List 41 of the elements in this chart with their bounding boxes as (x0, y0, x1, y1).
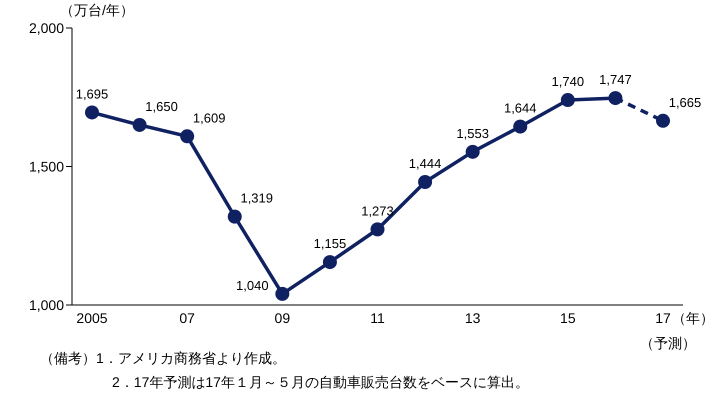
x-tick-label: 07 (179, 310, 196, 326)
x-tick-label: 11 (370, 310, 385, 326)
x-axis-title: （年） (672, 310, 713, 328)
x-tick-label: 17 (655, 310, 671, 326)
data-label: 1,273 (361, 203, 394, 218)
data-label: 1,747 (599, 72, 632, 88)
data-label: 1,695 (76, 86, 108, 102)
data-label: 1,040 (236, 278, 269, 293)
data-label: 1,319 (240, 190, 274, 206)
point (608, 91, 622, 106)
x-tick-label: 2005 (76, 310, 108, 326)
point (370, 222, 384, 236)
point (180, 129, 194, 144)
text: （予測） (640, 335, 696, 353)
point (513, 120, 528, 134)
data-label: 1,644 (504, 100, 537, 116)
data-label: 1,609 (192, 110, 226, 126)
data-label: 1,650 (145, 98, 178, 114)
point (322, 255, 337, 270)
y-axis-title: （万台/年） (60, 2, 134, 20)
point (418, 175, 432, 190)
x-tick-label: 13 (464, 310, 481, 326)
text: （備考）1．アメリカ商務省より作成。 (40, 350, 286, 368)
data-label: 1,444 (408, 156, 442, 172)
y-tick-label: 1,000 (28, 296, 64, 313)
point (466, 144, 480, 159)
point (85, 105, 99, 120)
point (132, 118, 147, 132)
data-label: 1,665 (668, 94, 702, 110)
point (228, 210, 242, 224)
data-label: 1,740 (552, 74, 584, 90)
text: 2．17年予測は17年１月～５月の自動車販売台数をベースに算出。 (112, 374, 529, 392)
data-label: 1,553 (456, 126, 489, 141)
data-label: 1,155 (314, 236, 346, 252)
point (275, 286, 290, 301)
x-tick-label: 15 (560, 310, 576, 326)
y-tick-label: 1,500 (28, 158, 64, 174)
x-tick-label: 09 (274, 310, 290, 326)
point (656, 114, 670, 128)
y-tick-label: 2,000 (28, 20, 64, 36)
point (560, 93, 575, 108)
